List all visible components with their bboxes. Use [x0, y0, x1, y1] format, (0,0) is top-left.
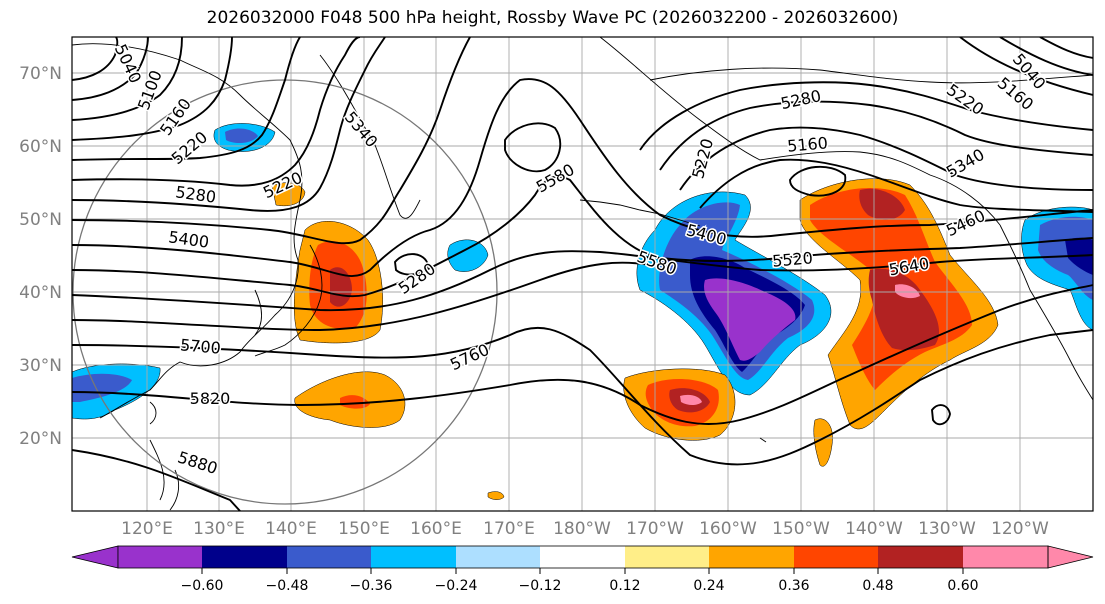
contour-5760	[72, 326, 1093, 466]
colorbar-ticks	[201, 568, 964, 574]
lon-label: 140°W	[845, 519, 903, 539]
contour-5580	[72, 175, 1093, 298]
anomaly-positive-sakhalin	[271, 182, 306, 207]
contour-5280	[72, 37, 301, 161]
map-title: 2026032000 F048 500 hPa height, Rossby W…	[206, 8, 899, 28]
contour-5880	[72, 449, 241, 511]
lat-label: 40°N	[19, 283, 62, 303]
colorbar-seg-7	[709, 546, 794, 568]
contour-label: 5700	[179, 335, 221, 357]
colorbar-tick-label: −0.60	[181, 578, 224, 594]
contour-5400	[72, 37, 386, 212]
lon-label: 130°W	[918, 519, 976, 539]
lon-label: 170°E	[483, 519, 535, 539]
colorbar-tick-label: 0.48	[862, 578, 893, 594]
colorbar-seg-2	[287, 546, 371, 568]
contour-label: 5160	[786, 133, 828, 155]
coast-korea	[254, 289, 262, 336]
lat-label: 20°N	[19, 429, 62, 449]
coast-alaska	[599, 37, 1001, 226]
colorbar-tick-label: 0.24	[693, 578, 724, 594]
lon-label: 120°E	[121, 519, 173, 539]
coast-aleutians	[579, 199, 701, 227]
colorbar-frame	[117, 545, 1049, 569]
colorbar-seg-9	[878, 546, 963, 568]
lat-label: 30°N	[19, 356, 62, 376]
colorbar-segments	[118, 546, 1048, 568]
lon-label: 180°W	[553, 519, 611, 539]
colorbar-extend-high	[1047, 545, 1094, 569]
contour-5520	[72, 78, 1093, 277]
map-frame	[71, 36, 1094, 512]
latitude-labels: 70°N 60°N 50°N 40°N 30°N 20°N	[19, 64, 62, 449]
contour-5340	[72, 37, 361, 187]
colorbar-tick-label: −0.36	[350, 578, 393, 594]
coast-asia	[72, 43, 303, 419]
contour-ridge-4	[699, 158, 1093, 213]
lon-label: 160°W	[699, 519, 757, 539]
contour-ne-2	[999, 37, 1093, 76]
colorbar-seg-8	[794, 546, 878, 568]
colorbar-tick-label: −0.24	[435, 578, 478, 594]
lon-label: 160°E	[410, 519, 462, 539]
contour-5820	[72, 284, 1093, 425]
colorbar-tick-labels: −0.60 −0.48 −0.36 −0.24 −0.12 0.12 0.24 …	[181, 578, 979, 594]
contour-5580-closed	[504, 122, 562, 173]
lon-label: 170°W	[626, 519, 684, 539]
contour-ridge-3	[679, 126, 1093, 191]
contour-label: 5520	[771, 248, 813, 270]
contour-low-bering	[789, 165, 847, 197]
coast-north	[649, 67, 1093, 84]
colorbar-seg-0	[118, 546, 202, 568]
colorbar-seg-3	[371, 546, 456, 568]
coast-taiwan	[149, 401, 157, 425]
contour-5100	[72, 37, 149, 101]
contour-low-kuril	[394, 253, 429, 276]
lon-label: 150°E	[338, 519, 390, 539]
coastlines	[72, 37, 1093, 511]
contour-5040	[72, 37, 119, 81]
lat-label: 50°N	[19, 210, 62, 230]
colorbar-tick-label: 0.12	[609, 578, 640, 594]
lat-label: 60°N	[19, 137, 62, 157]
lon-label: 130°E	[193, 519, 245, 539]
colorbar-seg-5	[540, 546, 625, 568]
coast-hawaii	[759, 437, 767, 443]
colorbar-seg-6	[625, 546, 709, 568]
contour-5700	[72, 261, 651, 331]
contour-high-small	[931, 404, 951, 426]
lon-label: 140°E	[265, 519, 317, 539]
colorbar: −0.60 −0.48 −0.36 −0.24 −0.12 0.12 0.24 …	[71, 545, 1094, 594]
map-panel: 5040 5100 5160 5220 5280 5400 5220 5340 …	[72, 37, 1093, 511]
lat-label: 70°N	[19, 64, 62, 84]
lon-label: 120°W	[991, 519, 1049, 539]
contour-ridge-2	[659, 100, 1093, 171]
longitude-labels: 120°E 130°E 140°E 150°E 160°E 170°E 180°…	[121, 519, 1049, 539]
height-contours	[72, 37, 1093, 511]
colorbar-tick-label: 0.60	[947, 578, 978, 594]
lon-label: 150°W	[772, 519, 830, 539]
colorbar-seg-1	[202, 546, 287, 568]
contour-5160	[72, 37, 183, 121]
anomaly-negative-kuril	[447, 239, 489, 272]
colorbar-extend-low	[71, 545, 119, 569]
contour-ne-1	[959, 37, 1093, 96]
contour-ne-3	[1039, 37, 1093, 59]
coast-north-america	[999, 224, 1093, 401]
colorbar-seg-4	[456, 546, 540, 568]
contour-5220	[72, 37, 233, 141]
contour-ridge-1	[639, 81, 1093, 151]
contour-label: 5820	[190, 389, 231, 408]
contour-5640	[72, 250, 1093, 312]
colorbar-tick-label: −0.48	[266, 578, 309, 594]
coast-kamchatka	[319, 54, 421, 219]
colorbar-seg-10	[963, 546, 1048, 568]
contour-5460	[72, 37, 471, 245]
colorbar-tick-label: 0.36	[778, 578, 809, 594]
colorbar-tick-label: −0.12	[519, 578, 562, 594]
